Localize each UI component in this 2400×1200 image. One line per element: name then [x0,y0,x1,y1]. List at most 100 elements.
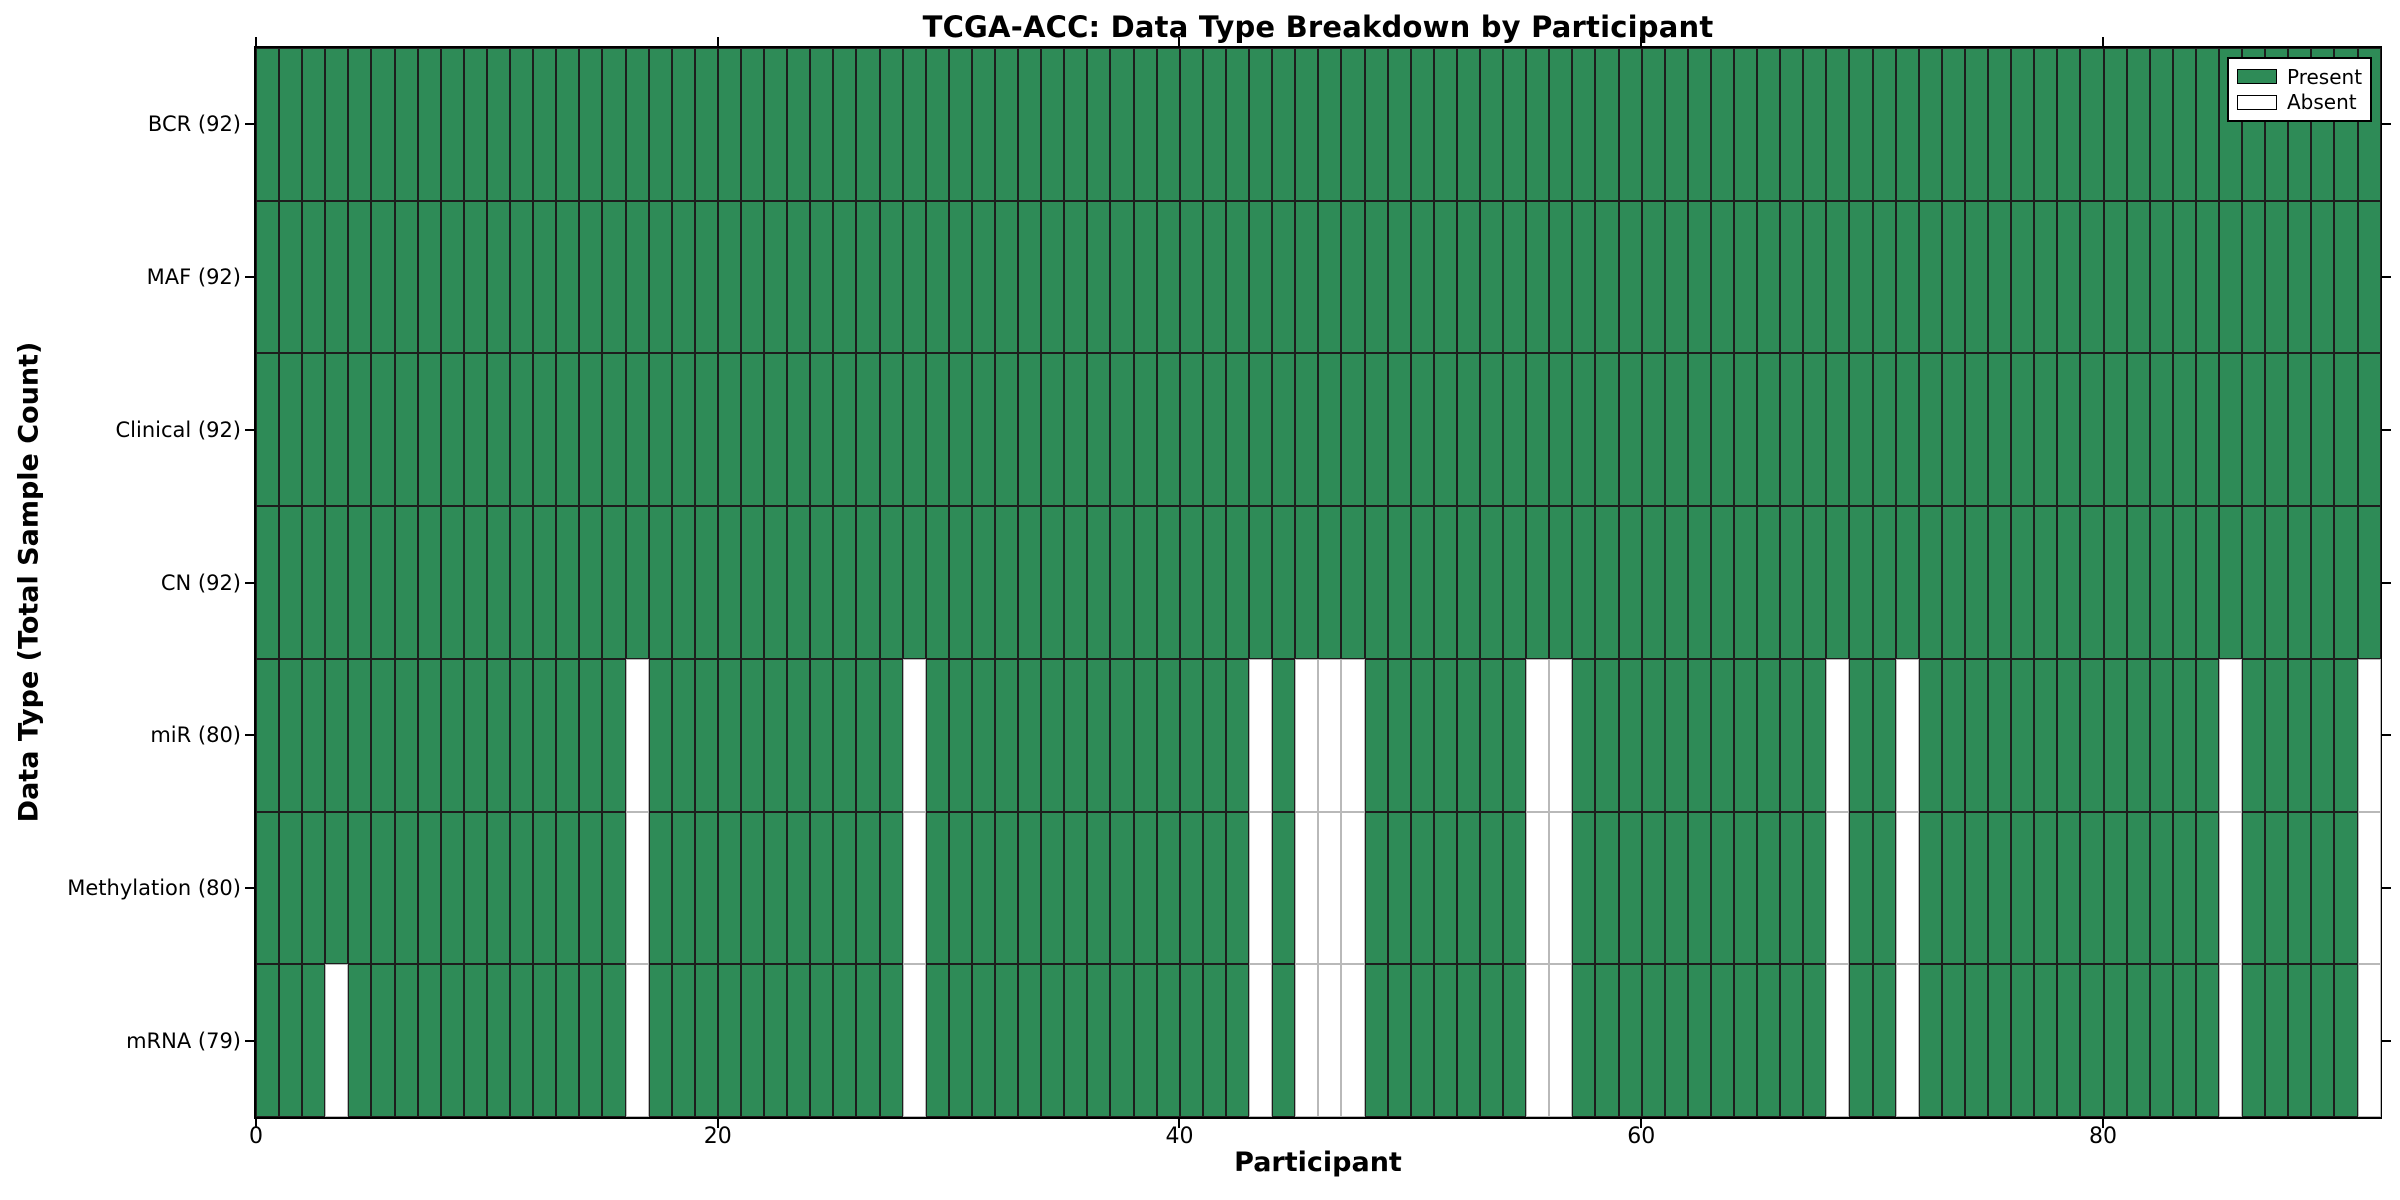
heatmap-cell [2242,811,2266,965]
heatmap-cell [1757,200,1781,354]
heatmap-cell [1734,48,1758,201]
heatmap-cell [995,353,1019,507]
heatmap-cell [1272,811,1296,965]
heatmap-cell [2034,811,2058,965]
heatmap-cell [1849,506,1873,659]
heatmap-cell [417,964,441,1118]
heatmap-cell [279,506,303,659]
heatmap-cell [1641,811,1665,965]
heatmap-cell [625,964,649,1118]
heatmap-cell [2011,811,2035,965]
heatmap-cell [2126,506,2150,659]
heatmap-cell [2334,811,2358,965]
heatmap-cell [648,658,672,812]
heatmap-cell [279,964,303,1118]
heatmap-cell [1964,964,1989,1118]
heatmap-cell [764,48,788,201]
heatmap-cell [1295,353,1319,507]
heatmap-cell [948,48,972,201]
heatmap-cell [948,353,972,507]
heatmap-cell [948,964,972,1118]
heatmap-cell [1087,200,1111,354]
heatmap-cell [533,48,557,201]
heatmap-cell [1433,353,1457,507]
heatmap-cell [671,200,695,354]
heatmap-cell [1202,353,1226,507]
heatmap-cell [810,658,834,812]
heatmap-cell [1064,48,1088,201]
heatmap-cell [1318,658,1342,812]
heatmap-cell [1549,48,1573,201]
heatmap-cell [1456,200,1480,354]
heatmap-cell [325,811,349,965]
heatmap-cell [2057,506,2081,659]
heatmap-cell [948,811,972,965]
x-tick-label: 60 [1627,1124,1656,1149]
heatmap-cell [1849,811,1873,965]
heatmap-cell [2057,658,2081,812]
plot-area [254,46,2382,1119]
heatmap-row-miR [256,658,2381,812]
heatmap-cell [371,48,395,201]
x-tick-mark [1178,37,1181,46]
heatmap-cell [625,658,649,812]
heatmap-cell [1110,964,1134,1118]
heatmap-cell [1872,200,1896,354]
heatmap-cell [1295,48,1319,201]
heatmap-cell [2311,200,2335,354]
heatmap-cell [764,353,788,507]
heatmap-cell [1433,658,1457,812]
heatmap-cell [1710,353,1734,507]
heatmap-cell [2218,811,2243,965]
heatmap-cell [302,353,326,507]
heatmap-cell [648,353,672,507]
heatmap-cell [1918,811,1942,965]
heatmap-cell [740,964,765,1118]
y-tick-mark [245,276,254,279]
heatmap-cell [348,964,372,1118]
y-tick-label: BCR (92) [147,112,241,137]
heatmap-cell [1341,811,1365,965]
heatmap-cell [1710,200,1734,354]
heatmap-cell [1295,658,1319,812]
heatmap-cell [1410,811,1434,965]
heatmap-cell [1318,811,1342,965]
heatmap-cell [648,48,672,201]
heatmap-cell [2195,964,2219,1118]
heatmap-cell [463,964,487,1118]
heatmap-cell [1572,964,1596,1118]
heatmap-cell [1803,658,1827,812]
heatmap-cell [2149,811,2173,965]
heatmap-cell [787,811,811,965]
heatmap-cell [1110,48,1134,201]
heatmap-cell [417,200,441,354]
heatmap-cell [995,200,1019,354]
heatmap-cell [1710,658,1734,812]
y-tick-label: mRNA (79) [126,1028,241,1053]
heatmap-cell [1456,811,1480,965]
heatmap-cell [1064,200,1088,354]
heatmap-cell [2311,353,2335,507]
heatmap-cell [1757,48,1781,201]
heatmap-cell [1572,811,1596,965]
heatmap-cell [2172,353,2196,507]
heatmap-cell [1895,658,1919,812]
heatmap-cell [1387,353,1411,507]
heatmap-cell [486,200,511,354]
heatmap-cell [533,353,557,507]
heatmap-cell [879,811,903,965]
heatmap-cell [1895,506,1919,659]
heatmap-cell [1202,48,1226,201]
heatmap-cell [856,506,880,659]
heatmap-cell [2011,48,2035,201]
heatmap-cell [1595,48,1619,201]
x-tick-mark [1178,1119,1181,1128]
heatmap-cell [995,48,1019,201]
heatmap-cell [764,811,788,965]
heatmap-cell [625,811,649,965]
heatmap-cell [302,811,326,965]
heatmap-cell [2149,964,2173,1118]
heatmap-cell [1110,200,1134,354]
heatmap-cell [1110,353,1134,507]
heatmap-cell [1364,811,1388,965]
